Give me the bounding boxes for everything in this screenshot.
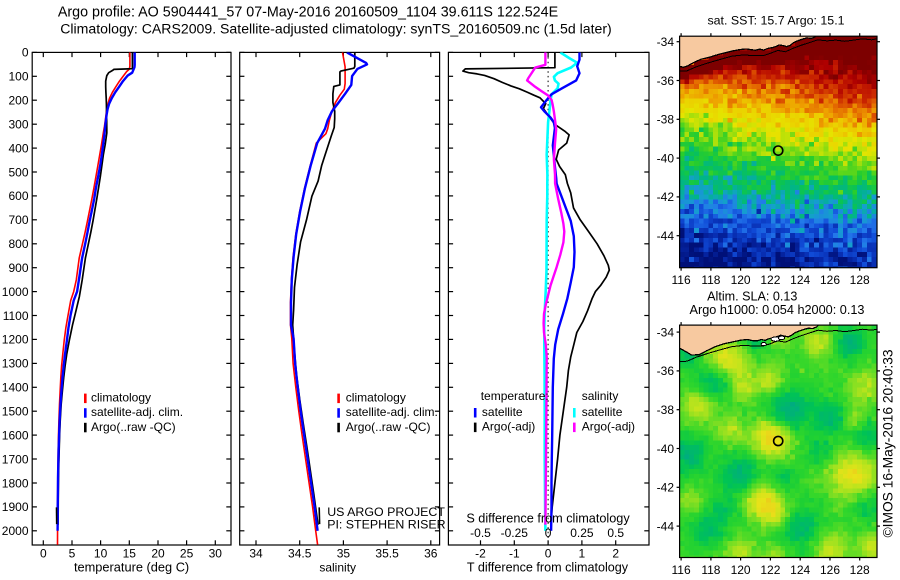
svg-text:temperature (deg C): temperature (deg C)	[74, 560, 189, 575]
svg-text:0: 0	[40, 547, 47, 561]
svg-text:-40: -40	[657, 442, 675, 456]
svg-text:34.5: 34.5	[288, 547, 312, 561]
svg-text:600: 600	[8, 189, 28, 203]
svg-text:5: 5	[69, 547, 76, 561]
svg-text:0: 0	[22, 46, 29, 60]
svg-text:-0.5: -0.5	[470, 526, 491, 540]
svg-text:US ARGO PROJECT: US ARGO PROJECT	[327, 505, 445, 519]
svg-text:1000: 1000	[2, 285, 29, 299]
svg-text:temperature:: temperature:	[481, 389, 549, 403]
svg-text:116: 116	[672, 273, 691, 287]
svg-text:124: 124	[790, 273, 810, 287]
svg-text:-44: -44	[657, 519, 675, 533]
svg-text:1100: 1100	[3, 309, 29, 323]
svg-text:118: 118	[701, 273, 720, 287]
svg-text:-0.25: -0.25	[501, 526, 529, 540]
svg-text:1500: 1500	[2, 405, 29, 419]
svg-text:1700: 1700	[2, 452, 29, 466]
svg-text:©IMOS 16-May-2016 20:40:33: ©IMOS 16-May-2016 20:40:33	[881, 349, 896, 537]
svg-text:T difference from climatology: T difference from climatology	[467, 561, 629, 575]
svg-text:126: 126	[820, 273, 840, 287]
svg-text:0.25: 0.25	[570, 526, 594, 540]
svg-text:-38: -38	[657, 113, 675, 127]
svg-text:1200: 1200	[2, 333, 29, 347]
svg-text:35: 35	[337, 547, 351, 561]
svg-text:100: 100	[8, 70, 28, 84]
svg-text:Argo h1000: 0.054 h2000: 0.13: Argo h1000: 0.054 h2000: 0.13	[690, 303, 865, 317]
svg-text:Argo(-adj): Argo(-adj)	[482, 420, 535, 434]
svg-text:climatology: climatology	[346, 391, 406, 405]
svg-text:2000: 2000	[2, 524, 29, 538]
svg-text:-38: -38	[657, 403, 675, 417]
svg-text:128: 128	[850, 273, 870, 287]
svg-text:1300: 1300	[2, 357, 29, 371]
svg-text:122: 122	[760, 273, 780, 287]
svg-text:Altim. SLA: 0.13: Altim. SLA: 0.13	[707, 290, 797, 304]
svg-text:120: 120	[731, 273, 751, 287]
svg-text:500: 500	[8, 165, 28, 179]
svg-text:Argo(..raw -QC): Argo(..raw -QC)	[346, 420, 431, 434]
svg-text:-40: -40	[657, 151, 675, 165]
svg-text:0: 0	[545, 547, 552, 561]
svg-text:34: 34	[249, 547, 263, 561]
svg-text:20: 20	[151, 547, 165, 561]
svg-text:Argo(-adj): Argo(-adj)	[582, 420, 635, 434]
svg-text:25: 25	[180, 547, 194, 561]
svg-text:satellite-adj. clim.: satellite-adj. clim.	[91, 405, 183, 419]
svg-text:36: 36	[424, 547, 438, 561]
svg-text:1400: 1400	[2, 381, 29, 395]
svg-text:1800: 1800	[2, 476, 29, 490]
svg-text:700: 700	[8, 213, 28, 227]
svg-text:-1: -1	[509, 547, 520, 561]
svg-text:Argo profile: AO 5904441_57 07: Argo profile: AO 5904441_57 07-May-2016 …	[58, 5, 558, 21]
svg-text:-34: -34	[657, 35, 675, 49]
svg-text:salinity: salinity	[582, 389, 619, 403]
svg-text:900: 900	[8, 261, 28, 275]
svg-text:116: 116	[672, 563, 691, 577]
svg-text:satellite: satellite	[582, 405, 623, 419]
svg-text:126: 126	[820, 563, 840, 577]
svg-text:400: 400	[8, 141, 28, 155]
svg-text:climatology: climatology	[91, 391, 151, 405]
svg-text:2: 2	[612, 547, 619, 561]
svg-text:-44: -44	[657, 229, 675, 243]
svg-text:35.5: 35.5	[375, 547, 399, 561]
svg-text:1600: 1600	[2, 428, 29, 442]
svg-text:satellite: satellite	[482, 405, 523, 419]
svg-text:sat. SST: 15.7 Argo: 15.1: sat. SST: 15.7 Argo: 15.1	[707, 14, 844, 28]
svg-text:-36: -36	[657, 364, 675, 378]
svg-text:1: 1	[579, 547, 586, 561]
svg-text:-42: -42	[657, 190, 675, 204]
svg-text:118: 118	[701, 563, 720, 577]
svg-text:satellite-adj. clim.: satellite-adj. clim.	[346, 405, 438, 419]
svg-text:30: 30	[209, 547, 223, 561]
svg-text:15: 15	[123, 547, 137, 561]
svg-text:-2: -2	[475, 547, 486, 561]
svg-text:800: 800	[8, 237, 28, 251]
svg-text:-36: -36	[657, 74, 675, 88]
svg-text:10: 10	[94, 547, 108, 561]
svg-text:-34: -34	[657, 325, 675, 339]
svg-text:200: 200	[8, 94, 28, 108]
svg-text:1900: 1900	[2, 500, 29, 514]
svg-text:S difference from climatology: S difference from climatology	[466, 512, 630, 526]
svg-text:salinity: salinity	[319, 561, 356, 575]
svg-text:128: 128	[850, 563, 870, 577]
svg-text:0: 0	[545, 526, 552, 540]
svg-text:122: 122	[760, 563, 780, 577]
svg-text:300: 300	[8, 118, 28, 132]
svg-text:Climatology: CARS2009. Satelli: Climatology: CARS2009. Satellite-adjuste…	[60, 21, 612, 37]
svg-text:-42: -42	[657, 481, 675, 495]
svg-text:120: 120	[731, 563, 751, 577]
svg-text:PI: STEPHEN RISER: PI: STEPHEN RISER	[327, 518, 445, 532]
svg-text:Argo(..raw -QC): Argo(..raw -QC)	[91, 420, 176, 434]
svg-text:124: 124	[790, 563, 810, 577]
svg-text:0.5: 0.5	[607, 526, 624, 540]
